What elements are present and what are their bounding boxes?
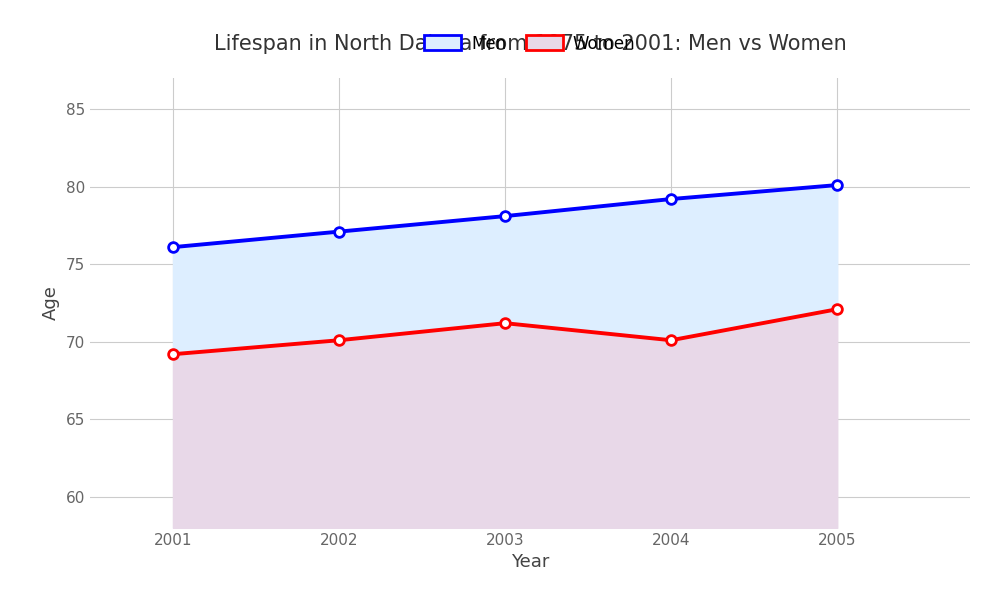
X-axis label: Year: Year	[511, 553, 549, 571]
Title: Lifespan in North Dakota from 1975 to 2001: Men vs Women: Lifespan in North Dakota from 1975 to 20…	[214, 34, 846, 54]
Legend: Men, Women: Men, Women	[418, 28, 642, 59]
Y-axis label: Age: Age	[42, 286, 60, 320]
